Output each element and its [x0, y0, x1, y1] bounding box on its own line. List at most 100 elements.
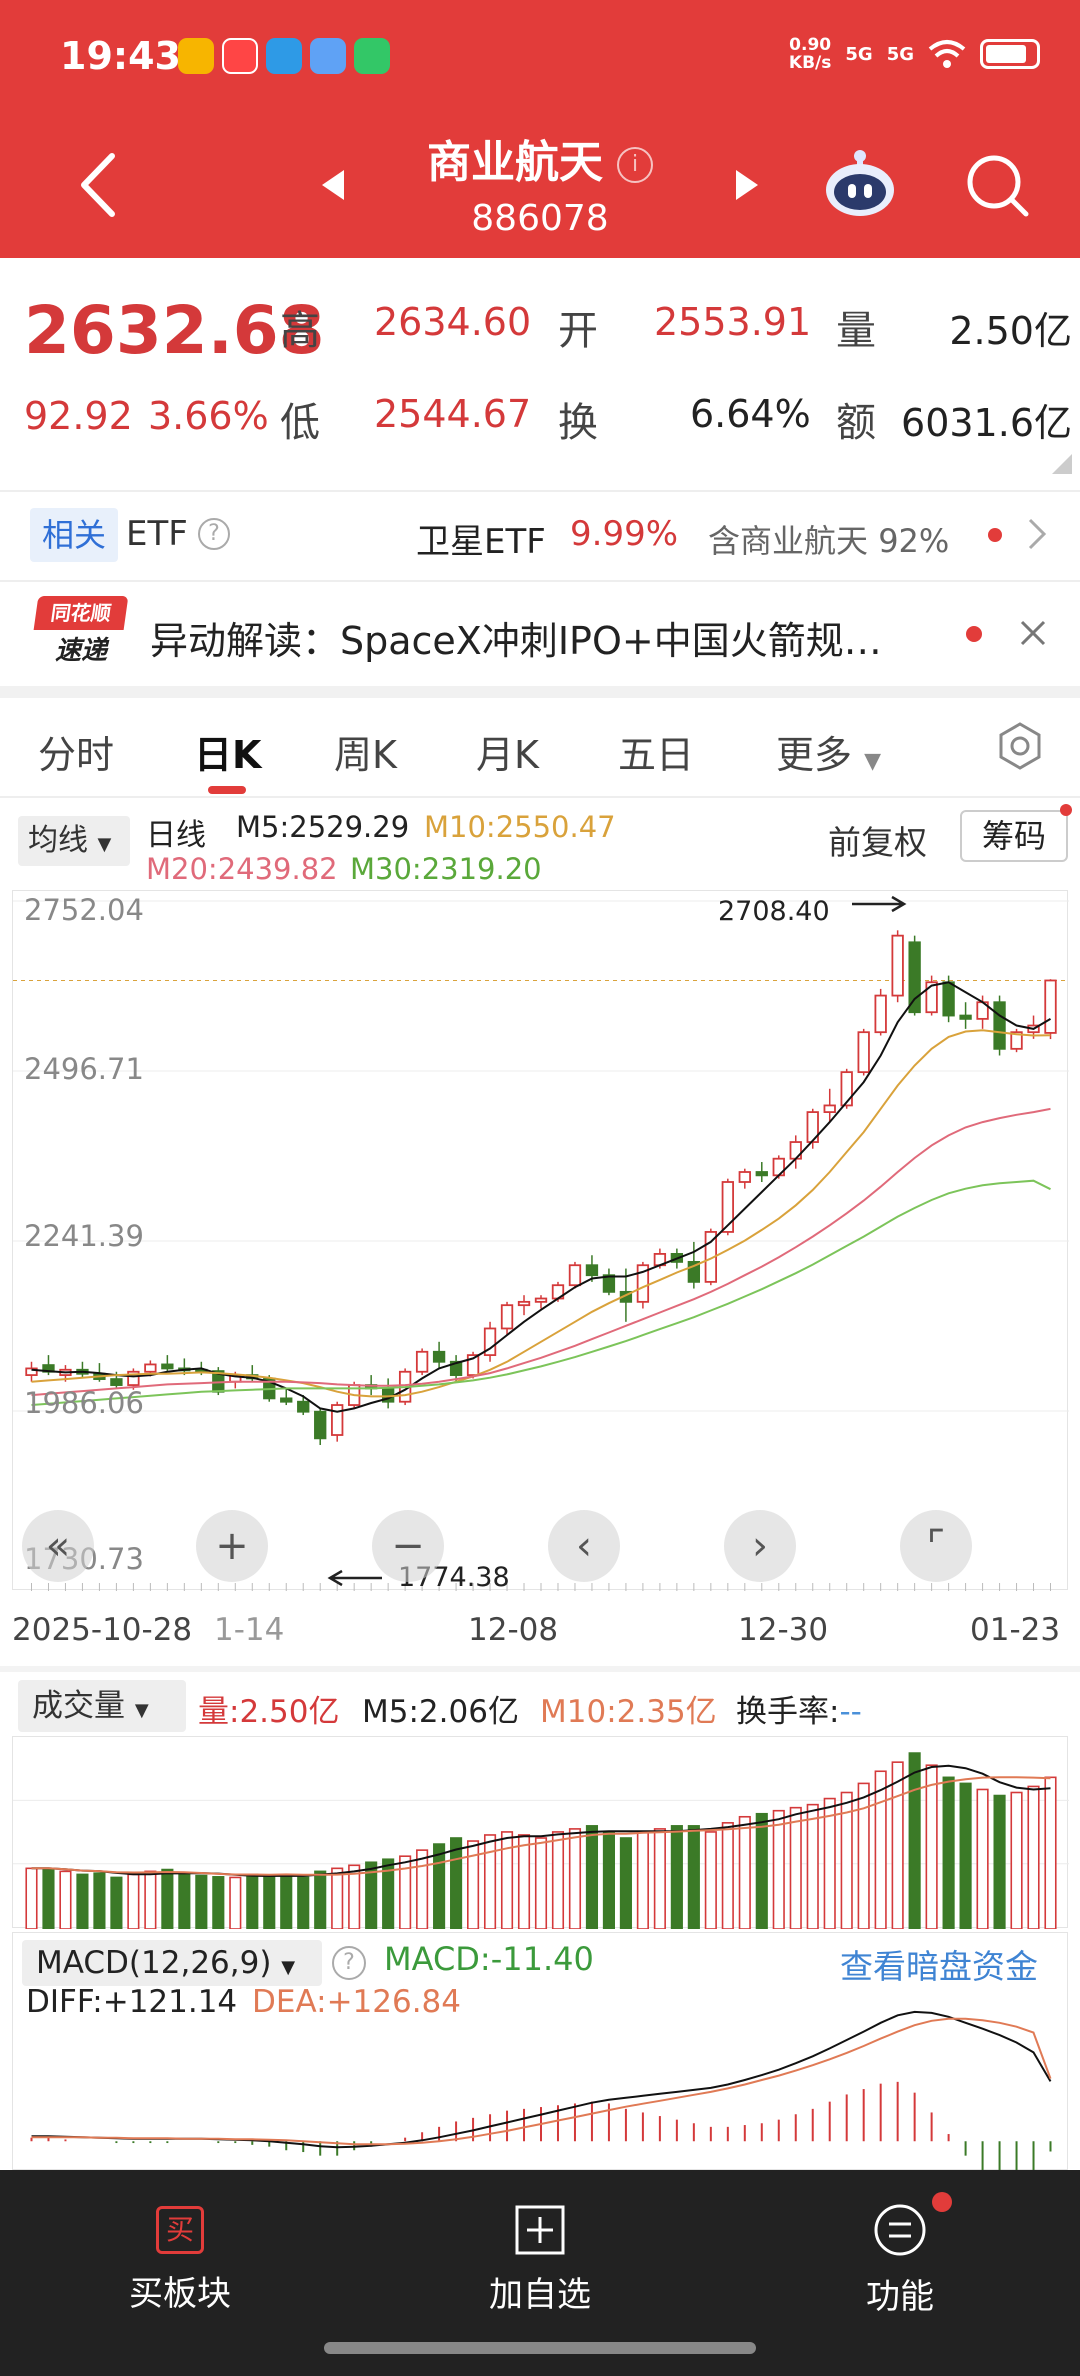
functions-button[interactable]: 功能 [720, 2170, 1080, 2350]
etf-contain: 含商业航天 92% [708, 522, 950, 560]
volume-bar [976, 1788, 989, 1930]
amount-label: 额 [836, 400, 876, 446]
tab-five-day[interactable]: 五日 [618, 733, 695, 777]
help-icon[interactable]: ? [198, 518, 230, 550]
high-label: 高 [280, 308, 320, 354]
info-icon[interactable]: i [617, 147, 653, 183]
volume-bar [653, 1828, 666, 1930]
price-change-pct: 3.66% [148, 394, 269, 438]
buy-sector-button[interactable]: 买 买板块 [0, 2170, 360, 2350]
zoom-in-button[interactable]: + [196, 1510, 268, 1582]
candle-body [908, 941, 921, 1014]
tab-intraday[interactable]: 分时 [38, 733, 115, 777]
add-watchlist-button[interactable]: 加自选 [360, 2170, 720, 2350]
back-icon[interactable] [78, 152, 118, 218]
macd-selector[interactable]: MACD(12,26,9) ▼ [22, 1940, 322, 1986]
tab-monthly-k[interactable]: 月K [476, 733, 539, 777]
chip-button[interactable]: 筹码 [960, 810, 1068, 862]
volume-bar [1010, 1791, 1023, 1930]
scroll-right-button[interactable]: › [724, 1510, 796, 1582]
weibo-icon [178, 38, 214, 74]
tab-weekly-k[interactable]: 周K [334, 733, 397, 777]
amount-value: 6031.6亿 [901, 401, 1072, 445]
arrow-right-icon [852, 895, 907, 913]
volume-bar [76, 1873, 89, 1930]
search-icon[interactable] [964, 152, 1030, 218]
candle-body [25, 1367, 38, 1376]
zoom-out-button[interactable]: − [372, 1510, 444, 1582]
etf-label: ETF [126, 514, 188, 554]
last-price: 2632.68 [24, 292, 325, 369]
chip-dot [1060, 804, 1072, 816]
candle-body [432, 1350, 446, 1363]
menu-circle-icon [874, 2204, 926, 2255]
header: 19:43 0.90 KB/s 5G 5G 商业航天 i 886078 [0, 0, 1080, 258]
phone-icon [354, 38, 390, 74]
volume-bar [1044, 1776, 1057, 1930]
candle-body [534, 1297, 548, 1303]
volume-bar [942, 1776, 955, 1930]
volume-bar [619, 1837, 632, 1930]
volume-chart[interactable] [12, 1736, 1069, 1930]
x-label-2: 12-08 [468, 1612, 559, 1648]
volume-svg [13, 1752, 1069, 1930]
macd-chart[interactable] [12, 1932, 1068, 2214]
low-label: 低 [280, 400, 320, 446]
functions-badge [932, 2192, 952, 2212]
candle-body [331, 1404, 344, 1436]
dark-pool-link[interactable]: 查看暗盘资金 [840, 1947, 1038, 1986]
y-label-0: 2752.04 [24, 893, 144, 927]
news-headline[interactable]: 异动解读：SpaceX冲刺IPO+中国火箭规… [150, 619, 882, 663]
prev-stock-icon[interactable] [320, 168, 346, 202]
volume-bar [314, 1870, 327, 1930]
dea-value: DEA:+126.84 [252, 1984, 462, 2020]
volume-bar [721, 1822, 734, 1930]
candle-body [636, 1264, 650, 1303]
volume-bar [755, 1812, 768, 1930]
etf-name[interactable]: 卫星ETF [416, 522, 546, 562]
red-dot-icon [988, 528, 1002, 542]
toutiao-icon [222, 38, 258, 74]
kline-chart[interactable] [12, 890, 1069, 1591]
scroll-left-button[interactable]: ‹ [548, 1510, 620, 1582]
ma-selector[interactable]: 均线 ▼ [18, 816, 130, 866]
rewind-button[interactable]: « [22, 1510, 94, 1582]
volume-value: 2.50亿 [949, 309, 1072, 353]
volume-bar [297, 1876, 310, 1930]
volume-bar [772, 1809, 785, 1930]
macd-help-icon[interactable]: ? [332, 1946, 366, 1980]
dea-line [31, 2017, 1052, 2146]
volume-bar [908, 1752, 921, 1930]
signal-icon-2: 5G [886, 43, 914, 65]
arrow-left-icon [327, 1569, 382, 1587]
settings-hex-icon[interactable] [994, 720, 1046, 772]
turnover-rate: 换手率:-- [736, 1694, 862, 1730]
tab-daily-k[interactable]: 日K [194, 733, 262, 777]
robot-assistant-icon[interactable] [822, 146, 898, 222]
candle-body [517, 1300, 531, 1307]
volume-selector[interactable]: 成交量 ▼ [18, 1680, 186, 1732]
tab-more[interactable]: 更多 ▼ [776, 733, 882, 777]
open-value: 2553.91 [654, 300, 812, 344]
candle-body [857, 1031, 870, 1074]
volume-bar [1027, 1785, 1040, 1930]
candle-body [959, 1014, 972, 1020]
stock-code: 886078 [471, 198, 609, 239]
next-stock-icon[interactable] [734, 168, 760, 202]
adjust-mode[interactable]: 前复权 [828, 823, 927, 862]
volume-bar [517, 1834, 531, 1930]
files-icon [310, 38, 346, 74]
volume-bar [925, 1764, 938, 1930]
candle-body [568, 1264, 582, 1287]
volume-bar [483, 1834, 497, 1930]
wifi-icon [928, 40, 966, 68]
volume-bar [857, 1782, 870, 1930]
volume-bar [212, 1876, 225, 1930]
fullscreen-button[interactable]: ⌜ [900, 1510, 972, 1582]
low-value: 2544.67 [374, 392, 532, 436]
etf-pct: 9.99% [570, 514, 679, 554]
close-icon[interactable] [1018, 618, 1048, 648]
volume-bar [568, 1828, 582, 1930]
candle-body [110, 1378, 123, 1386]
chevron-right-icon[interactable] [1026, 516, 1048, 552]
